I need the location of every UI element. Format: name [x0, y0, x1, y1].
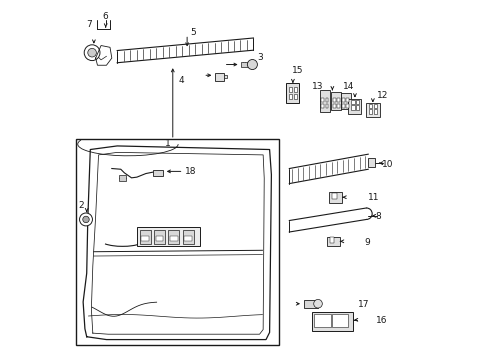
Bar	[184, 235, 192, 240]
Bar	[346, 98, 348, 102]
Bar	[332, 98, 335, 102]
Bar	[348, 99, 361, 114]
Bar	[168, 230, 179, 244]
Text: 13: 13	[311, 82, 323, 91]
Bar	[368, 109, 371, 114]
Bar	[373, 109, 376, 114]
Circle shape	[84, 45, 100, 60]
Bar	[341, 104, 344, 108]
Bar	[141, 235, 149, 240]
Text: 7: 7	[86, 19, 92, 28]
Bar	[293, 87, 297, 92]
Bar	[288, 94, 292, 99]
Text: 3: 3	[257, 53, 262, 62]
Bar	[325, 98, 328, 102]
Text: 1: 1	[164, 139, 170, 148]
Bar	[155, 235, 163, 240]
Text: 10: 10	[381, 160, 392, 169]
Circle shape	[88, 48, 96, 57]
Text: 8: 8	[375, 212, 380, 221]
Bar	[365, 103, 379, 117]
Text: 16: 16	[375, 316, 386, 325]
Bar	[153, 170, 163, 176]
Bar	[314, 315, 330, 327]
Text: 4: 4	[178, 76, 183, 85]
Bar	[319, 90, 329, 112]
Bar	[183, 230, 193, 244]
Bar	[321, 98, 324, 102]
Bar	[330, 92, 341, 111]
Bar	[332, 104, 335, 108]
Bar	[336, 104, 339, 108]
Text: 12: 12	[376, 91, 388, 100]
Bar	[373, 104, 376, 108]
Text: 14: 14	[343, 82, 354, 91]
Bar	[215, 73, 223, 81]
Bar	[223, 75, 226, 78]
Bar	[303, 300, 317, 308]
Bar	[137, 226, 199, 246]
Text: 5: 5	[190, 28, 195, 37]
Bar	[329, 237, 333, 243]
Bar	[286, 83, 299, 103]
Circle shape	[80, 213, 92, 226]
Bar	[311, 312, 352, 330]
Circle shape	[247, 59, 257, 69]
Bar	[355, 100, 359, 104]
Bar	[355, 105, 359, 110]
Circle shape	[82, 216, 89, 223]
Bar	[329, 192, 342, 203]
Bar	[119, 175, 126, 181]
Bar	[288, 87, 292, 92]
Bar	[241, 62, 251, 67]
Bar	[293, 94, 297, 99]
Bar	[368, 104, 371, 108]
Bar	[341, 98, 344, 102]
Bar	[154, 230, 164, 244]
Circle shape	[313, 300, 322, 308]
Text: 9: 9	[364, 238, 369, 247]
Text: 6: 6	[102, 12, 108, 21]
Bar	[351, 105, 354, 110]
Bar	[325, 104, 328, 108]
Bar	[351, 100, 354, 104]
Text: 17: 17	[357, 300, 368, 309]
Bar	[340, 93, 350, 109]
Text: 11: 11	[367, 193, 379, 202]
Bar	[140, 230, 150, 244]
Bar	[367, 158, 375, 167]
Text: 2: 2	[78, 201, 84, 210]
Bar	[169, 235, 178, 240]
Bar	[332, 193, 336, 199]
Text: 15: 15	[291, 66, 303, 75]
Bar	[336, 98, 339, 102]
Bar	[321, 104, 324, 108]
Bar	[326, 237, 339, 246]
Bar	[332, 315, 348, 327]
Bar	[346, 104, 348, 108]
Bar	[76, 139, 278, 345]
Text: 18: 18	[185, 167, 197, 176]
